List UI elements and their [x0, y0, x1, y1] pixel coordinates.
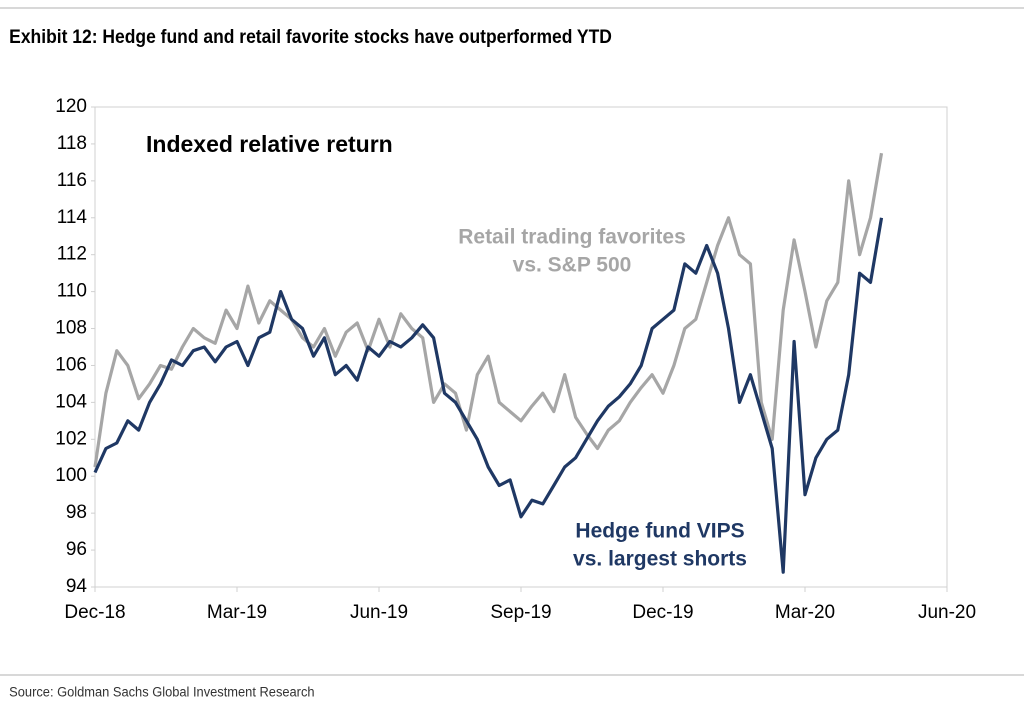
x-tick-label: Dec-19	[632, 602, 693, 623]
y-tick-label: 96	[66, 539, 87, 560]
series-line	[93, 152, 884, 468]
x-tick-label: Jun-20	[918, 602, 976, 623]
y-tick-label: 94	[66, 576, 88, 597]
y-tick-label: 116	[57, 170, 87, 191]
series-annotation: Retail trading favorites	[458, 226, 686, 249]
y-tick-label: 118	[57, 133, 87, 154]
source-note: Source: Goldman Sachs Global Investment …	[9, 684, 314, 700]
series-line	[93, 217, 884, 574]
y-tick-label: 102	[55, 428, 87, 449]
series-annotation: vs. largest shorts	[573, 548, 747, 571]
y-tick-label: 112	[57, 244, 87, 265]
x-tick-label: Mar-19	[207, 602, 267, 623]
y-tick-label: 110	[57, 281, 87, 302]
x-tick-label: Jun-19	[350, 602, 408, 623]
chart-title: Indexed relative return	[146, 131, 393, 157]
y-tick-label: 104	[55, 391, 87, 412]
series-annotation: Hedge fund VIPS	[575, 520, 744, 543]
exhibit-title: Exhibit 12: Hedge fund and retail favori…	[9, 25, 612, 47]
series-annotation: vs. S&P 500	[513, 254, 632, 277]
y-tick-label: 98	[66, 502, 87, 523]
y-tick-label: 114	[57, 207, 88, 228]
x-tick-label: Dec-18	[64, 602, 125, 623]
y-tick-label: 106	[55, 354, 87, 375]
x-tick-label: Sep-19	[490, 602, 551, 623]
y-tick-label: 100	[55, 465, 87, 486]
y-tick-label: 120	[55, 96, 87, 117]
x-tick-label: Mar-20	[775, 602, 835, 623]
y-tick-label: 108	[55, 318, 87, 339]
